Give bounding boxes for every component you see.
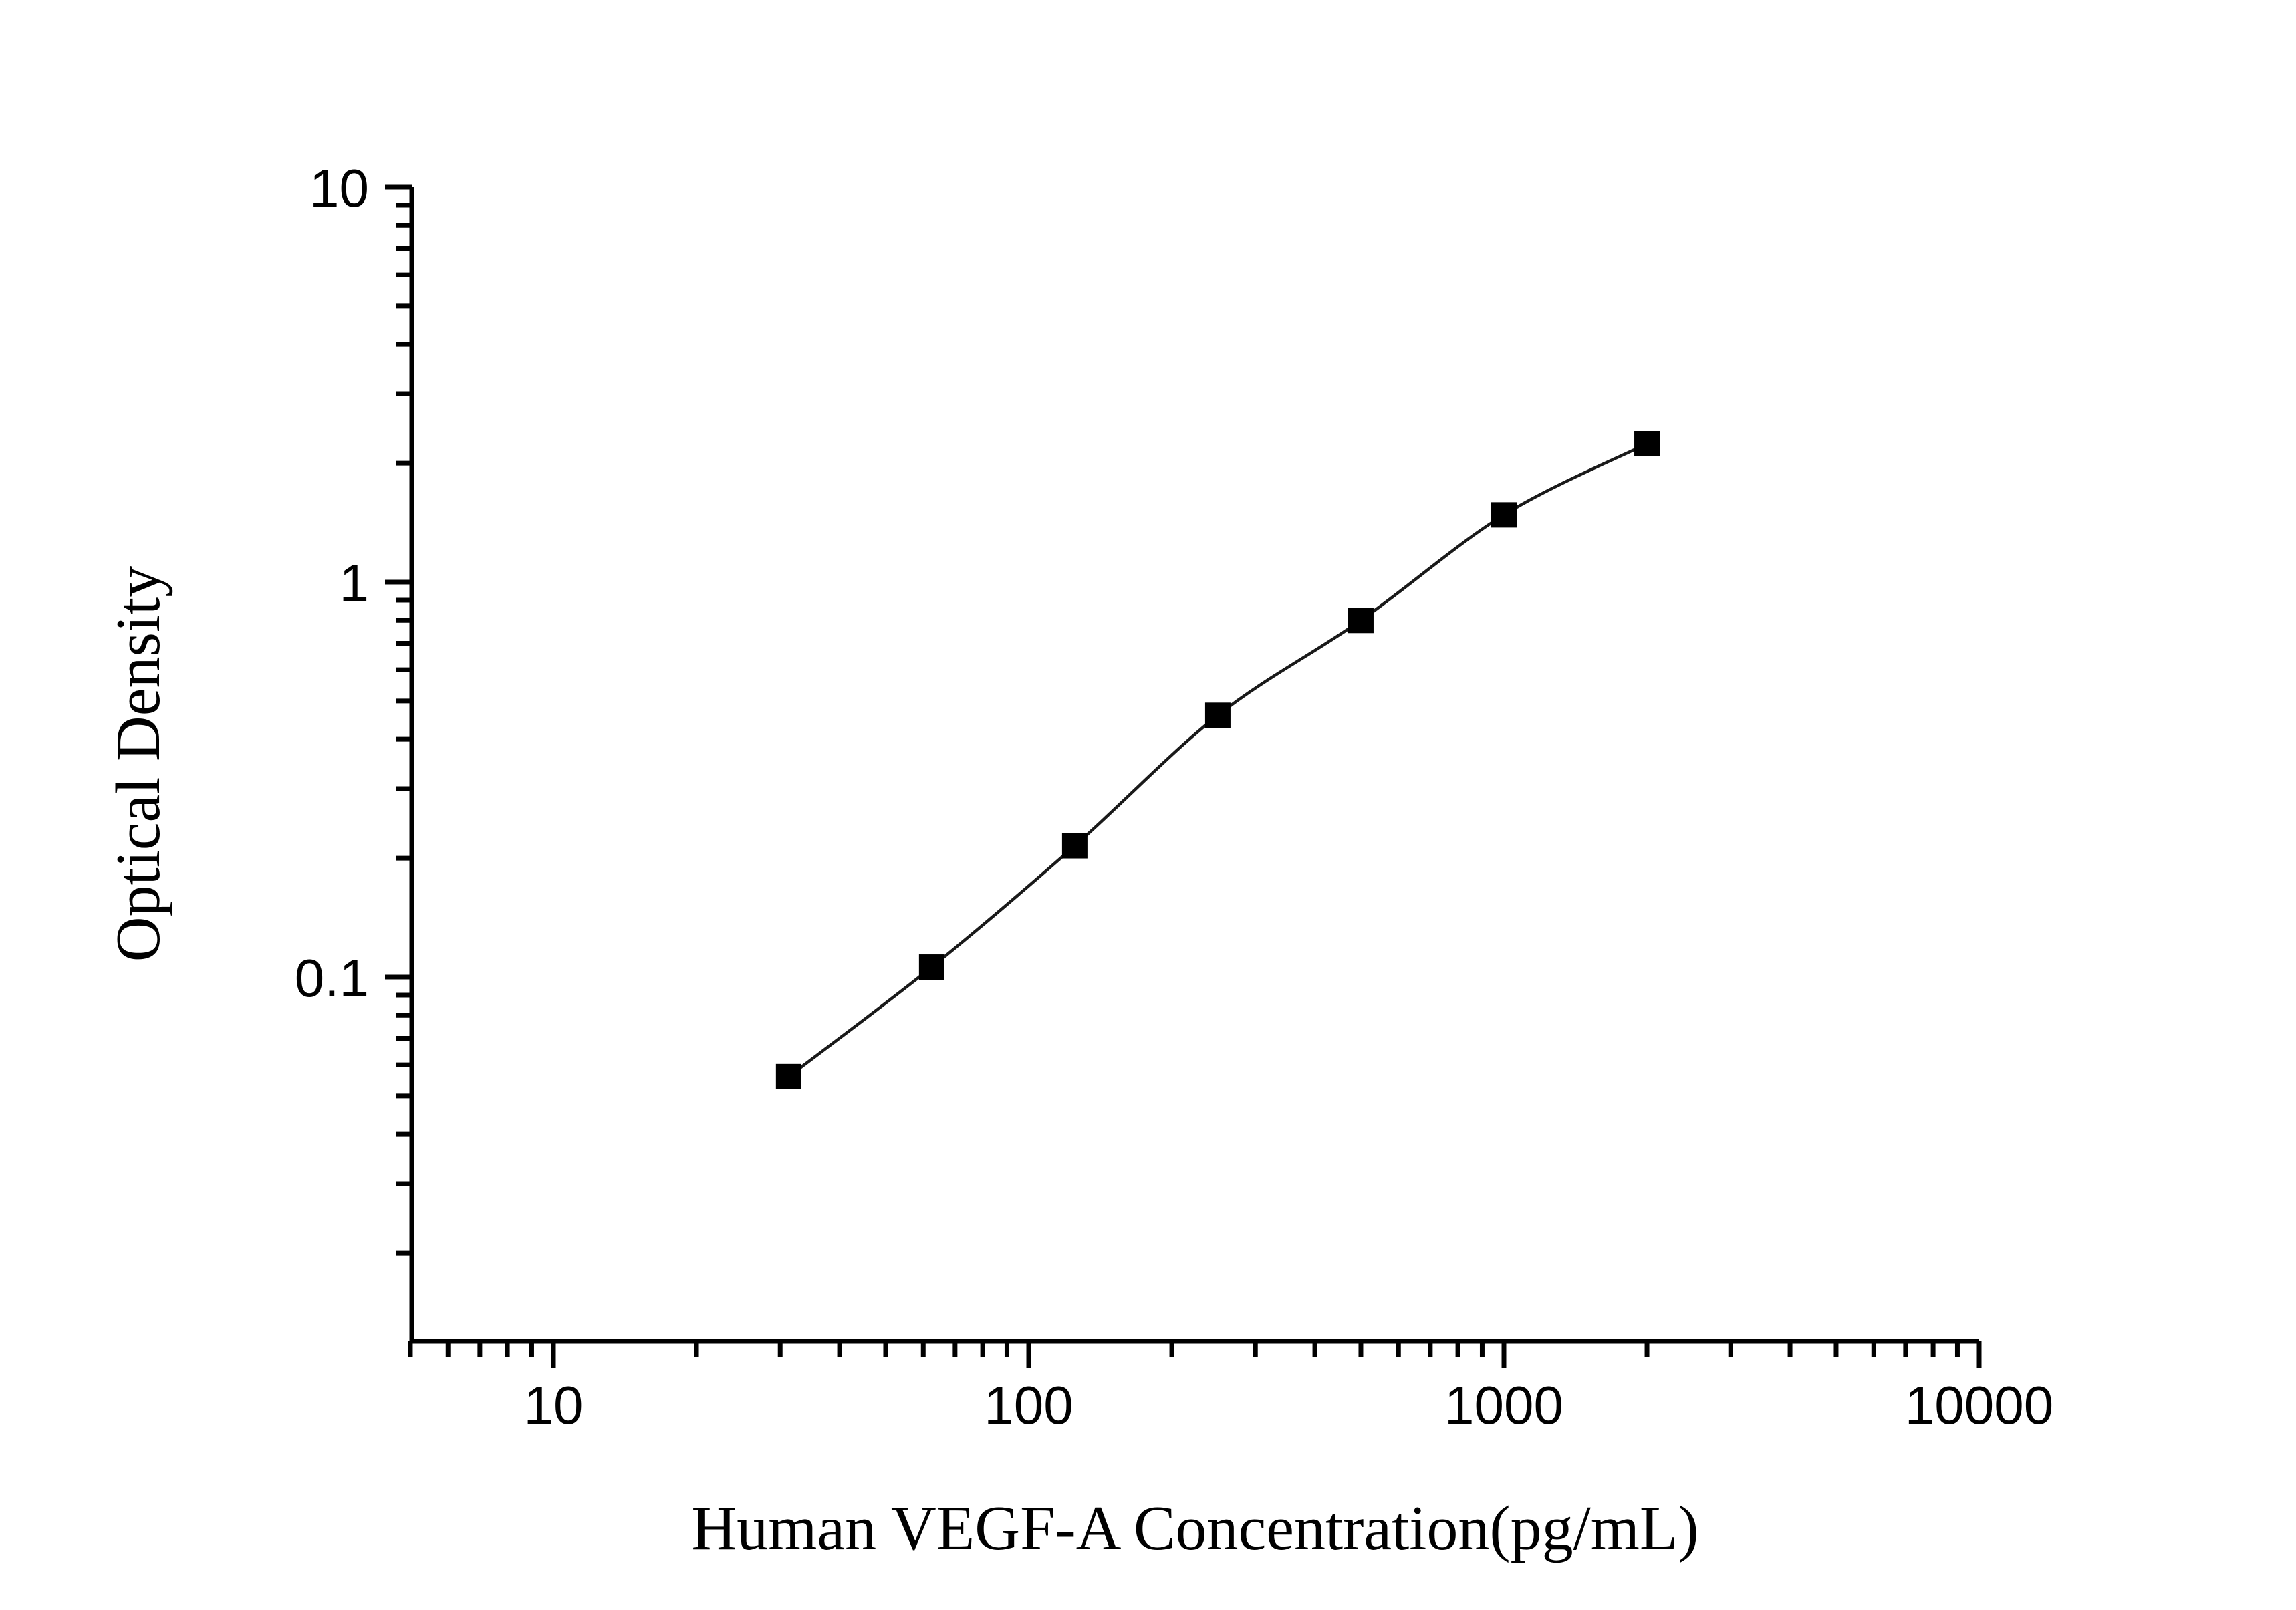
x-tick-label: 10000 (1905, 1375, 2053, 1435)
x-tick-label: 10 (524, 1375, 584, 1435)
data-point-marker (918, 954, 944, 980)
standard-curve-line (787, 442, 1648, 1078)
y-tick-label: 0.1 (295, 948, 369, 1008)
x-tick-label: 1000 (1444, 1375, 1563, 1435)
data-point-marker (1491, 502, 1517, 528)
axis-spine (409, 187, 1979, 1344)
data-point-marker (1348, 608, 1374, 634)
y-axis-title: Optical Density (104, 565, 173, 962)
data-point-marker (1061, 833, 1088, 859)
data-point-marker (775, 1063, 801, 1089)
x-tick-label: 100 (984, 1375, 1073, 1435)
data-point-marker (1204, 702, 1231, 728)
y-tick-label: 1 (340, 553, 370, 613)
x-axis-title: Human VEGF-A Concentration(pg/mL) (691, 1494, 1699, 1563)
y-tick-label: 10 (309, 158, 369, 218)
data-point-marker (1634, 431, 1660, 457)
